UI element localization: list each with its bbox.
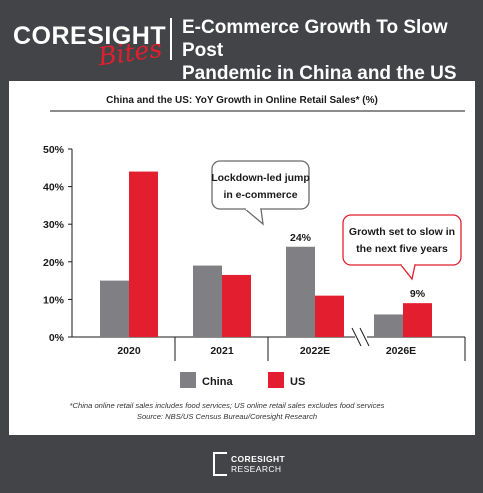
bar-china bbox=[374, 314, 403, 337]
x-tick-label: 2021 bbox=[210, 345, 234, 357]
plot-area: 0% 10% 20% 30% 40% 50% 2020 2021 2022E 2026E 24% 9% bbox=[43, 144, 466, 361]
x-tick-label: 2022E bbox=[300, 345, 330, 357]
headline-line-1: E-Commerce Growth To Slow Post bbox=[182, 17, 448, 61]
y-tick-label: 30% bbox=[43, 219, 65, 231]
headline: E-Commerce Growth To Slow Post Pandemic … bbox=[182, 16, 477, 85]
data-label: 24% bbox=[290, 232, 312, 244]
y-tick-label: 50% bbox=[43, 144, 65, 156]
footer-logo-line-1: CORESIGHT bbox=[231, 454, 286, 464]
headline-line-2: Pandemic in China and the US bbox=[182, 63, 457, 84]
callout-text-line-1: Lockdown-led jump bbox=[211, 172, 310, 184]
legend-label-us: US bbox=[290, 376, 305, 388]
y-tick-label: 40% bbox=[43, 182, 65, 194]
legend-swatch-china bbox=[180, 372, 196, 388]
callouts: Lockdown-led jump in e-commerce Growth set… bbox=[211, 160, 462, 281]
bar-us bbox=[129, 171, 158, 337]
data-label: 9% bbox=[410, 288, 426, 300]
callout-box bbox=[211, 160, 310, 210]
y-tick-label: 20% bbox=[43, 257, 65, 269]
header-divider bbox=[170, 18, 172, 60]
bar-china bbox=[193, 265, 222, 337]
axis-break-mark bbox=[351, 327, 362, 347]
brand-logo: CORESIGHT bbox=[13, 22, 167, 50]
y-tick-label: 0% bbox=[49, 332, 65, 344]
legend-label-china: China bbox=[202, 376, 233, 388]
chart-title: China and the US: YoY Growth in Online R… bbox=[106, 95, 378, 106]
legend: China US bbox=[180, 372, 305, 388]
bar-china bbox=[286, 246, 315, 337]
y-tick-label: 10% bbox=[43, 294, 65, 306]
legend-swatch-us bbox=[268, 372, 284, 388]
callout-text-line-1: Growth set to slow in bbox=[349, 226, 455, 238]
callout-box bbox=[342, 214, 462, 266]
callout-text-line-2: the next five years bbox=[356, 243, 448, 255]
bar-us bbox=[315, 295, 344, 337]
callout-text-line-2: in e-commerce bbox=[223, 189, 297, 201]
x-tick-label: 2020 bbox=[117, 345, 141, 357]
bar-chart: China and the US: YoY Growth in Online R… bbox=[43, 95, 466, 421]
x-tick-label: 2026E bbox=[386, 345, 416, 357]
bar-us bbox=[403, 303, 432, 337]
header: CORESIGHT Bites E-Commerce Growth To Slo… bbox=[0, 0, 483, 84]
footnote: *China online retail sales includes food… bbox=[70, 401, 385, 410]
coresight-research-logo-icon bbox=[213, 452, 227, 476]
callout-pointer bbox=[243, 208, 264, 226]
axis-break-mark bbox=[359, 327, 370, 347]
bar-us bbox=[222, 274, 251, 337]
bar-china bbox=[100, 280, 129, 337]
source-note: Source: NBS/US Census Bureau/Coresight R… bbox=[137, 412, 317, 421]
footer-logo-line-2: RESEARCH bbox=[231, 464, 282, 474]
chart-panel: China and the US: YoY Growth in Online R… bbox=[9, 81, 475, 435]
callout-pointer bbox=[399, 264, 416, 281]
